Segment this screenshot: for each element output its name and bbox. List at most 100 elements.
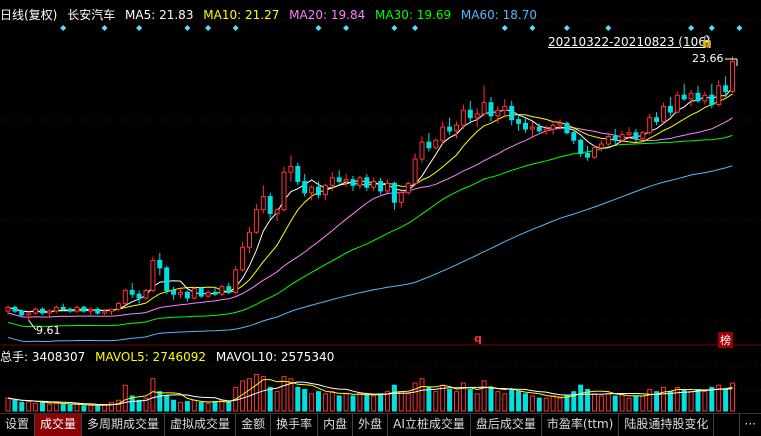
tab-2[interactable]: 多周期成交量	[82, 414, 166, 436]
mavol5-line	[7, 379, 733, 406]
kline-chart[interactable]	[0, 0, 761, 413]
candle-body	[716, 85, 722, 106]
volume-header: 总手: 3408307 MAVOL5: 2746092 MAVOL10: 257…	[0, 348, 340, 365]
signal-diamond-icon	[736, 25, 743, 31]
candle-body	[81, 306, 87, 312]
volume-bar	[440, 384, 446, 412]
candle-body	[688, 92, 694, 100]
candle-body	[122, 289, 128, 305]
stock-name: 长安汽车	[67, 8, 116, 22]
candle-body	[592, 147, 597, 158]
volume-bar	[26, 401, 32, 412]
volume-bar	[391, 384, 397, 412]
signal-diamond-icon	[605, 25, 612, 31]
volume-bar	[67, 404, 73, 412]
volume-bar	[171, 399, 177, 412]
volume-bar	[129, 395, 135, 412]
candle-body	[598, 143, 604, 149]
candle-body	[405, 182, 411, 194]
candle-body	[447, 126, 453, 132]
candle-body	[412, 158, 418, 184]
candle-body	[543, 128, 549, 132]
volume-bar	[322, 393, 328, 412]
volume-bar	[122, 384, 128, 412]
candle-body	[115, 303, 121, 310]
candle-body	[198, 288, 204, 297]
candle-body	[240, 246, 246, 271]
candle-body	[281, 171, 287, 211]
volume-bar	[109, 401, 114, 412]
candle-body	[364, 177, 370, 188]
mavol10-value: MAVOL10: 2575340	[215, 350, 335, 364]
candle-body	[26, 312, 32, 316]
tab-11[interactable]: 陆股通持股变化	[619, 414, 715, 436]
tab-8[interactable]: AI立桩成交量	[388, 414, 471, 436]
volume-bar	[316, 391, 321, 412]
signal-diamond-icon	[184, 25, 191, 31]
volume-bar	[371, 395, 377, 412]
tab-4[interactable]: 金额	[236, 414, 272, 436]
tab-3[interactable]: 虚拟成交量	[165, 414, 237, 436]
volume-bar	[288, 378, 294, 412]
candle-body	[585, 152, 591, 158]
volume-bar	[571, 391, 577, 412]
candle-body	[730, 60, 735, 92]
ma10-line	[7, 93, 733, 313]
volume-bar	[178, 401, 183, 412]
signal-diamond-icon	[563, 25, 570, 31]
tab-6[interactable]: 内盘	[318, 414, 354, 436]
volume-bar	[281, 376, 287, 412]
volume-bar	[709, 386, 715, 412]
signal-diamond-icon	[101, 25, 108, 31]
marker-bang[interactable]: 榜	[718, 332, 733, 348]
candle-body	[109, 308, 114, 312]
volume-bar	[184, 401, 190, 412]
candle-body	[391, 182, 397, 203]
volume-bar	[74, 403, 80, 412]
volume-bar	[647, 389, 653, 412]
volume-bar	[198, 401, 204, 412]
signal-diamond-icon	[688, 25, 695, 31]
tab-10[interactable]: 市盈率(ttm)	[542, 414, 620, 436]
volume-bar	[674, 386, 680, 412]
candle-body	[385, 182, 390, 192]
signal-diamond-icon	[529, 25, 536, 31]
signal-diamond-icon	[412, 25, 419, 31]
volume-bar	[12, 399, 18, 412]
volume-bar	[667, 391, 673, 412]
tab-5[interactable]: 换手率	[271, 414, 319, 436]
candle-body	[226, 286, 232, 293]
candle-body	[150, 259, 156, 291]
tab-9[interactable]: 盘后成交量	[471, 414, 542, 436]
volume-bar	[460, 382, 466, 412]
candle-body	[302, 181, 308, 194]
candle-body	[523, 122, 528, 130]
candle-body	[467, 109, 473, 119]
volume-bar	[564, 395, 570, 412]
tab-7[interactable]: 外盘	[353, 414, 389, 436]
signal-diamond-icon	[205, 25, 212, 31]
volume-bar	[405, 393, 411, 412]
candle-body	[53, 306, 59, 312]
more-tabs-button[interactable]: ···	[738, 414, 761, 436]
marker-q: q	[474, 332, 482, 345]
volume-bar	[612, 395, 618, 412]
range-label[interactable]: 20210322-20210823 (106)	[548, 35, 711, 49]
candle-body	[274, 209, 280, 214]
volume-bar	[495, 391, 501, 412]
tab-1[interactable]: 成交量	[35, 414, 83, 436]
volume-bar	[46, 403, 52, 412]
low-marker-line	[28, 320, 37, 331]
signal-diamond-icon	[343, 25, 350, 31]
tab-0[interactable]: 设置	[0, 414, 36, 436]
candle-body	[661, 105, 666, 122]
volume-bar	[730, 382, 735, 412]
volume-bar	[267, 386, 273, 412]
candle-body	[295, 166, 301, 183]
candle-body	[681, 94, 687, 100]
candle-body	[674, 94, 680, 113]
lock-icon[interactable]: 🔓	[700, 35, 714, 48]
candle-body	[88, 308, 94, 312]
candle-body	[529, 126, 535, 130]
volume-bar	[329, 391, 335, 412]
